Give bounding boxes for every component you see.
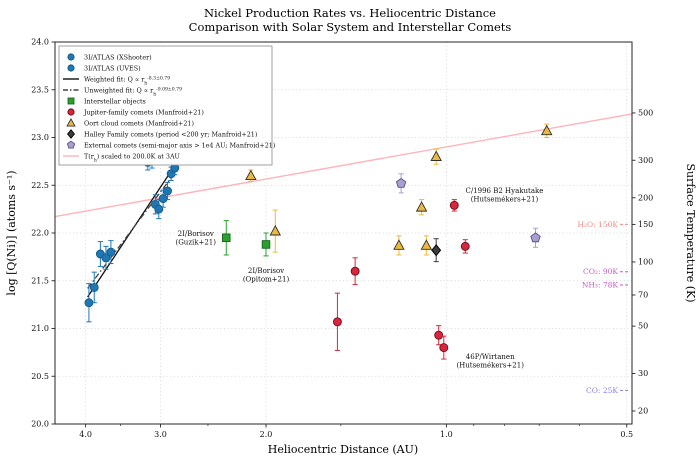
legend-label: 3I/ATLAS (XShooter) [84,53,152,61]
y2-tick-label: 500 [638,109,653,118]
data-point-circle [332,317,342,327]
x-tick-label: 3.0 [154,430,167,439]
legend-label: 3I/ATLAS (UVES) [84,64,141,72]
data-point-circle [106,247,116,257]
chart-title: Nickel Production Rates vs. Heliocentric… [204,6,496,20]
data-point-circle [449,200,459,210]
data-point-square [222,233,231,243]
data-point-triangle [415,201,428,212]
legend-label: Halley Family comets (period <200 yr; Ma… [84,130,257,138]
temperature-scaling-line [54,113,633,218]
x-tick-label: 1.0 [440,430,453,439]
data-point-triangle [269,224,282,236]
chart-subtitle: Comparison with Solar System and Interst… [189,20,512,34]
data-point-circle [154,204,164,214]
legend-label: Unweighted fit: Q ∝ rh-9.09±0.79 [84,86,182,97]
gas-sublimation-label: NH₃: 78K [582,280,619,289]
legend-label: Interstellar objects [84,97,146,105]
data-point-triangle [393,239,405,250]
legend-marker-triangle [66,118,76,127]
legend-marker-circle [67,108,75,116]
annotation-text: (Opitom+21) [243,276,290,284]
legend-label: External comets (semi-major axis > 1e4 A… [84,141,275,149]
data-point-circle [158,194,168,204]
data-point-circle [89,282,99,292]
data-point-circle [163,186,172,196]
y-tick-label: 23.0 [31,133,49,142]
legend-marker-pentagon [66,140,76,149]
y2-axis-label: Surface Temperature (K) [684,163,697,302]
gas-sublimation-label: H₂O: 150K [577,220,618,229]
data-point-diamond [431,244,442,257]
weighted-fit-line [87,163,177,298]
plot-area: 2I/Borisov(Guzik+21)2I/Borisov(Opitom+21… [31,38,653,439]
data-point-pentagon [530,232,541,243]
annotation-text: (Guzik+21) [175,238,216,246]
y2-tick-label: 30 [638,369,648,378]
annotation-text: 2I/Borisov [178,230,214,238]
data-point-circle [439,343,449,353]
legend-marker-square [67,97,75,105]
data-point-circle [434,330,444,340]
x-tick-label: 4.0 [79,430,92,439]
data-point-pentagon [395,177,407,188]
gas-sublimation-label: CO₂: 90K [583,267,618,276]
data-point-triangle [430,150,442,161]
y-tick-label: 21.5 [31,276,49,285]
y2-tick-label: 50 [638,322,648,331]
legend-label: T(rh) scaled to 200.0K at 3AU [84,152,181,163]
y-axis-label: log [Q(Ni)] (atoms s⁻¹) [5,170,18,295]
data-point-circle [101,253,111,263]
x-axis-label: Heliocentric Distance (AU) [268,443,418,456]
y-tick-label: 23.5 [31,85,49,94]
x-tick-label: 0.5 [620,430,633,439]
y-tick-label: 22.0 [31,229,49,238]
legend-marker-circle [67,64,75,72]
y-tick-label: 24.0 [31,38,49,47]
y-tick-label: 22.5 [31,181,49,190]
annotation-text: C/1996 B2 Hyakutake [465,187,543,195]
legend-label: Oort cloud comets (Manfroid+21) [84,119,194,127]
legend-marker-diamond [66,129,76,139]
y-tick-label: 20.5 [31,372,49,381]
y2-tick-label: 150 [638,220,653,229]
data-point-triangle [245,169,257,181]
annotation-text: 2I/Borisov [248,267,284,275]
legend: 3I/ATLAS (XShooter) 3I/ATLAS (UVES) Weight… [58,45,275,166]
annotation-text: (Hutsemékers+21) [471,195,539,203]
y2-tick-label: 20 [638,407,648,416]
data-point-square [261,240,271,249]
y2-tick-label: 200 [638,193,653,202]
y-tick-label: 21.0 [31,324,49,333]
data-point-triangle [420,239,433,250]
legend-label: Jupiter-family comets (Manfroid+21) [83,108,204,116]
x-tick-label: 2.0 [260,430,273,439]
data-point-circle [350,266,360,276]
y2-tick-label: 100 [638,258,653,267]
y2-tick-label: 300 [638,156,653,165]
y-tick-label: 20.0 [31,420,49,429]
legend-label: Weighted fit: Q ∝ rh-8.3±0.79 [84,75,170,86]
annotation-text: (Hutsemékers+21) [456,362,524,370]
legend-box [58,45,273,166]
y2-tick-label: 70 [638,291,648,300]
data-point-circle [460,241,470,251]
legend-marker-circle [67,53,75,61]
data-point-triangle [540,124,553,136]
gas-sublimation-label: CO: 25K [586,386,618,395]
unweighted-fit-line [87,171,177,289]
annotation-text: 46P/Wirtanen [466,353,515,361]
